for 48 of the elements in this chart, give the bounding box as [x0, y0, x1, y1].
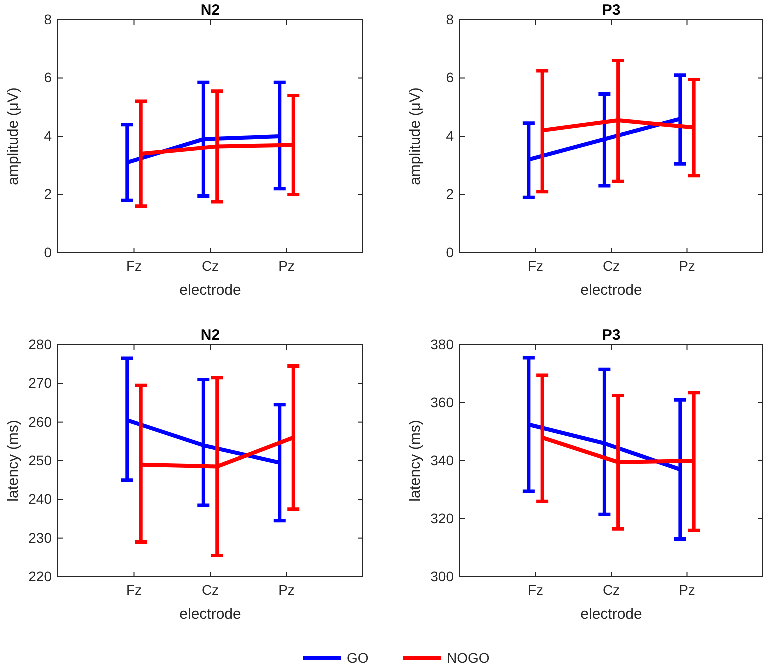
x-tick-label: Cz [602, 582, 620, 598]
x-axis-title: electrode [580, 282, 642, 299]
chart-title: P3 [602, 2, 621, 19]
y-tick-label: 6 [446, 70, 454, 86]
y-tick-label: 0 [446, 244, 454, 260]
y-tick-label: 230 [28, 530, 52, 546]
y-tick-label: 8 [44, 11, 52, 28]
y-tick-label: 380 [430, 336, 454, 352]
y-tick-label: 2 [446, 186, 454, 202]
x-tick-label: Pz [679, 582, 696, 598]
x-tick-label: Cz [602, 258, 620, 274]
y-tick-label: 240 [28, 491, 52, 508]
y-tick-label: 320 [430, 510, 454, 526]
y-tick-label: 220 [28, 568, 52, 584]
x-tick-label: Fz [528, 582, 544, 598]
y-axis-title: latency (ms) [407, 420, 424, 502]
x-axis-title: electrode [180, 606, 242, 623]
y-axis-title: amplitude (μV) [407, 88, 424, 186]
x-tick-label: Fz [126, 582, 142, 598]
y-tick-label: 300 [430, 568, 454, 584]
y-axis-title: latency (ms) [5, 420, 22, 502]
y-tick-label: 0 [44, 244, 52, 260]
y-tick-label: 280 [28, 336, 52, 352]
y-tick-label: 360 [430, 394, 454, 410]
chart-title: N2 [200, 2, 220, 19]
y-tick-label: 2 [44, 186, 52, 202]
y-tick-label: 250 [28, 452, 52, 468]
y-tick-label: 4 [446, 128, 454, 144]
x-tick-label: Pz [278, 258, 295, 274]
legend-label: GO [347, 650, 369, 666]
x-tick-label: Fz [528, 258, 544, 274]
x-axis-title: electrode [580, 606, 642, 623]
x-tick-label: Pz [679, 258, 696, 274]
legend-label: NOGO [447, 650, 490, 666]
x-tick-label: Cz [202, 258, 220, 274]
x-tick-label: Fz [126, 258, 142, 274]
y-tick-label: 340 [430, 452, 454, 468]
y-tick-label: 8 [446, 11, 454, 28]
y-tick-label: 270 [28, 375, 52, 392]
x-tick-label: Cz [202, 582, 220, 598]
y-tick-label: 260 [28, 414, 52, 430]
chart-title: P3 [602, 327, 621, 344]
x-axis-title: electrode [180, 282, 242, 299]
y-tick-label: 6 [44, 70, 52, 86]
chart-title: N2 [200, 327, 220, 344]
y-axis-title: amplitude (μV) [5, 88, 22, 186]
x-tick-label: Pz [278, 582, 295, 598]
y-tick-label: 4 [44, 128, 52, 144]
